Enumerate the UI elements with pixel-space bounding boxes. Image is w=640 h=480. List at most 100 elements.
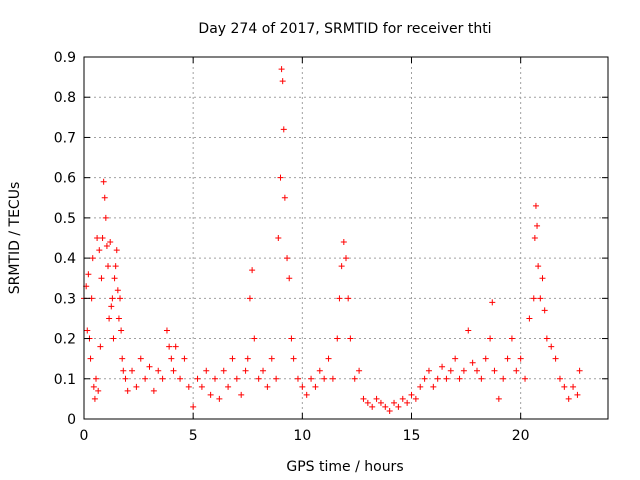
data-point	[102, 214, 109, 221]
data-point	[408, 391, 415, 398]
data-point	[489, 299, 496, 306]
data-point	[421, 375, 428, 382]
data-point	[336, 295, 343, 302]
data-point	[526, 315, 533, 322]
data-point	[207, 391, 214, 398]
data-point	[84, 327, 91, 334]
data-point	[229, 355, 236, 362]
data-point	[395, 403, 402, 410]
data-point	[491, 367, 498, 374]
x-tick-label: 0	[80, 428, 89, 444]
data-point	[351, 375, 358, 382]
data-point	[460, 367, 467, 374]
data-point	[251, 335, 258, 342]
y-tick-label: 0.5	[54, 211, 76, 227]
data-point	[556, 375, 563, 382]
data-point	[198, 383, 205, 390]
data-point	[249, 267, 256, 274]
data-point	[277, 174, 284, 181]
data-point	[469, 359, 476, 366]
data-point	[94, 235, 101, 241]
data-point	[487, 335, 494, 342]
data-point	[122, 375, 129, 382]
data-point	[212, 375, 218, 382]
data-point	[100, 178, 107, 185]
data-point	[113, 247, 120, 254]
data-point	[99, 235, 106, 241]
data-point	[434, 375, 441, 382]
data-point	[345, 295, 352, 302]
data-point	[482, 355, 489, 362]
data-point	[537, 295, 544, 302]
data-point	[534, 222, 541, 229]
data-point	[177, 375, 184, 382]
data-point	[244, 355, 251, 362]
data-point	[404, 399, 411, 406]
data-point	[284, 255, 291, 262]
data-point	[233, 375, 240, 382]
data-point	[133, 383, 140, 390]
data-point	[112, 263, 119, 270]
data-point	[500, 375, 507, 382]
data-point	[279, 78, 286, 85]
data-point	[96, 247, 103, 254]
data-point	[369, 403, 376, 410]
data-point	[107, 239, 114, 246]
data-point	[531, 235, 538, 241]
data-point	[364, 399, 371, 406]
x-tick-label: 5	[189, 428, 198, 444]
data-point	[163, 327, 170, 334]
data-point	[456, 375, 463, 382]
data-point	[111, 275, 118, 282]
y-tick-label: 0.4	[54, 251, 76, 267]
data-point	[91, 395, 98, 402]
y-tick-label: 0.8	[54, 90, 76, 106]
data-point	[443, 375, 450, 382]
data-point	[517, 355, 524, 362]
data-point	[504, 355, 511, 362]
data-point	[185, 383, 192, 390]
data-point	[142, 375, 149, 382]
data-point	[303, 391, 310, 398]
data-point	[264, 383, 271, 390]
data-point	[532, 202, 539, 209]
data-point	[203, 367, 210, 374]
data-point	[308, 375, 315, 382]
data-point	[242, 367, 249, 374]
data-point	[561, 383, 568, 390]
data-point	[166, 343, 173, 350]
data-point	[452, 355, 459, 362]
data-point	[386, 407, 393, 414]
data-points	[81, 66, 583, 414]
data-point	[170, 367, 177, 374]
data-point	[95, 387, 102, 394]
data-point	[474, 367, 480, 374]
y-tick-label: 0	[67, 412, 76, 428]
x-tick-label: 20	[512, 428, 530, 444]
data-point	[109, 295, 116, 302]
y-tick-label: 0.2	[54, 332, 76, 348]
data-point	[273, 375, 280, 382]
data-point	[220, 367, 227, 374]
y-tick-label: 0.1	[54, 372, 76, 388]
data-point	[312, 383, 319, 390]
data-point	[105, 263, 112, 270]
data-point	[321, 375, 328, 382]
data-point	[530, 295, 537, 302]
plot-frame	[83, 56, 609, 420]
data-point	[124, 387, 131, 394]
data-point	[90, 383, 97, 390]
data-point	[255, 375, 262, 382]
y-tick-label: 0.6	[54, 171, 76, 187]
x-axis-title: GPS time / hours	[286, 459, 403, 475]
data-point	[340, 239, 347, 246]
data-point	[268, 355, 275, 362]
data-point	[278, 66, 285, 73]
data-point	[150, 387, 157, 394]
data-point	[181, 355, 188, 362]
data-point	[478, 375, 485, 382]
y-axis: 0 0.1 0.2 0.3 0.4 0.5 0.6 0.7 0.8 0.9	[54, 50, 608, 428]
y-tick-label: 0.7	[54, 130, 76, 146]
data-point	[85, 271, 92, 278]
